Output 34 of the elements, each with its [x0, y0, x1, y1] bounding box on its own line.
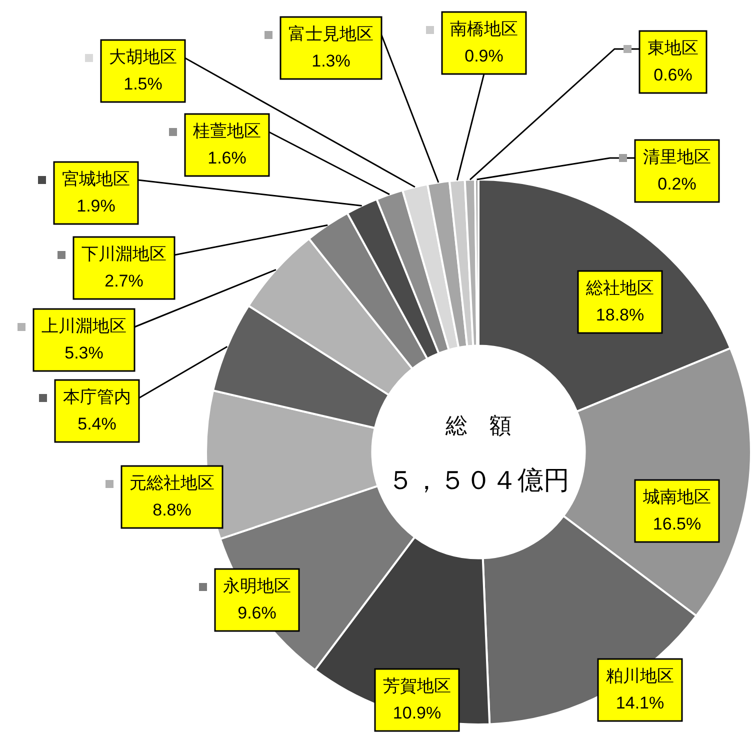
legend-label: 本庁管内	[63, 388, 131, 407]
legend-label: 清里地区	[643, 148, 711, 167]
legend-label: 下川淵地区	[82, 244, 166, 264]
data-label: 14.1%	[616, 694, 664, 713]
legend-label: 元総社地区	[130, 474, 214, 493]
legend-label: 東地区	[648, 38, 698, 58]
legend-label: 富士見地区	[288, 24, 374, 44]
data-label: 1.6%	[208, 148, 246, 168]
data-label: 1.3%	[312, 52, 350, 71]
data-label: 0.9%	[464, 46, 504, 66]
slice-label: 粕川地区	[606, 666, 674, 686]
data-label: 5.4%	[78, 414, 116, 434]
data-label: 8.8%	[152, 500, 192, 520]
legend-label: 大胡地区	[109, 48, 177, 67]
data-label: 0.2%	[658, 174, 696, 194]
data-label: 1.5%	[124, 74, 162, 94]
data-label: 5.3%	[64, 344, 104, 363]
slice-label: 芳賀地区	[383, 676, 451, 696]
legend-label: 上川淵地区	[42, 316, 126, 336]
data-label: 1.9%	[76, 196, 116, 216]
legend-label: 南橋地区	[450, 20, 518, 39]
legend-label: 桂萱地区	[192, 122, 261, 141]
text: ５，５０４億円	[388, 465, 570, 496]
slice-label: 城南地区	[642, 488, 711, 507]
slice-label: 総社地区	[585, 278, 654, 298]
legend-label: 宮城地区	[62, 170, 130, 189]
data-label: 2.7%	[104, 272, 144, 291]
text: 総 額	[444, 413, 512, 438]
data-label: 9.6%	[238, 604, 276, 623]
data-label: 18.8%	[596, 306, 644, 325]
data-label: 0.6%	[654, 66, 692, 85]
data-label: 16.5%	[652, 514, 702, 534]
legend-label: 永明地区	[223, 576, 291, 596]
data-label: 10.9%	[392, 704, 442, 723]
